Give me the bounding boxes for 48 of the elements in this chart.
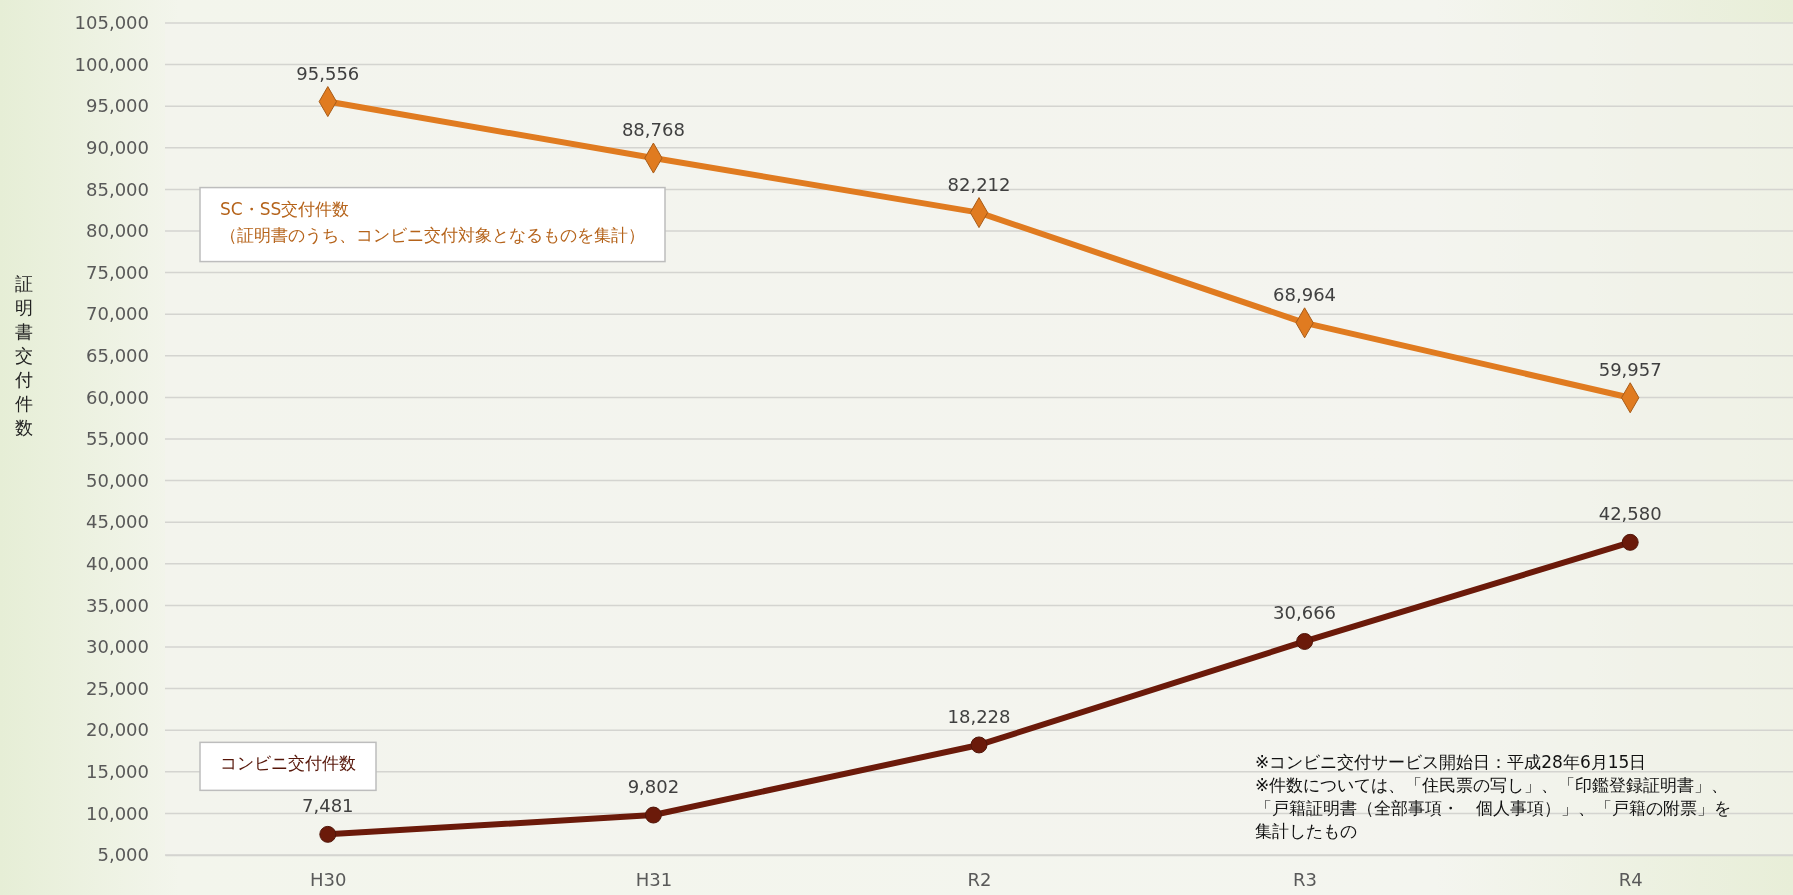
- y-tick-label: 5,000: [97, 844, 149, 866]
- annotation: ※件数については、「住民票の写し」、「印鑑登録証明書」、: [1255, 775, 1729, 795]
- data-label: 88,768: [621, 119, 685, 141]
- y-tick-label: 45,000: [86, 511, 149, 533]
- y-tick-label: 95,000: [86, 95, 149, 117]
- series-label: SC・SS交付件数（証明書のうち、コンビニ交付対象となるものを集計）: [220, 198, 645, 245]
- y-tick-label: 85,000: [86, 178, 149, 200]
- point: [644, 806, 662, 824]
- y-tick-label: 105,000: [74, 12, 149, 34]
- y-tick-label: 65,000: [86, 345, 149, 367]
- x-tick-label: H30: [310, 868, 347, 890]
- data-label: 82,212: [947, 173, 1011, 195]
- y-tick-label: 100,000: [74, 53, 149, 75]
- y-tick-label: 70,000: [86, 303, 149, 325]
- data-label: 95,556: [296, 62, 360, 84]
- text: コンビニ交付件数: [220, 753, 356, 774]
- data-label: 30,666: [1273, 602, 1337, 624]
- x-tick-label: R2: [967, 868, 992, 890]
- y-tick-label: 25,000: [86, 677, 149, 699]
- y-tick-label: 35,000: [86, 594, 149, 616]
- point: [970, 736, 988, 754]
- y-tick-label: 15,000: [86, 761, 149, 783]
- y-tick-label: 60,000: [86, 386, 149, 408]
- y-tick-label: 20,000: [86, 719, 149, 741]
- x-tick-label: R3: [1293, 868, 1318, 890]
- y-tick-label: 10,000: [86, 802, 149, 824]
- annotation: 集計したもの: [1255, 821, 1357, 841]
- point: [319, 825, 337, 843]
- y-tick-label: 75,000: [86, 261, 149, 283]
- data-label: 42,580: [1598, 503, 1662, 525]
- data-label: 68,964: [1273, 283, 1337, 305]
- data-label: 9,802: [627, 776, 680, 798]
- annotation: ※コンビニ交付サービス開始日：平成28年6月15日: [1255, 752, 1647, 772]
- annotation: 「戸籍証明書（全部事項・ 個人事項）」、「戸籍の附票」を: [1255, 798, 1731, 818]
- y-tick-label: 40,000: [86, 553, 149, 575]
- data-label: 7,481: [302, 795, 354, 817]
- data-label: 18,228: [947, 705, 1011, 727]
- point: [1621, 533, 1639, 551]
- y-tick-label: 55,000: [86, 428, 149, 450]
- y-tick-label: 90,000: [86, 137, 149, 159]
- y-tick-label: 50,000: [86, 469, 149, 491]
- point: [1296, 633, 1314, 650]
- y-tick-label: 30,000: [86, 636, 149, 658]
- y-tick-label: 80,000: [86, 220, 149, 242]
- x-tick-label: R4: [1618, 868, 1643, 890]
- x-tick-label: H31: [635, 868, 673, 890]
- y-axis-title: 証明書交付件数: [14, 273, 33, 438]
- data-label: 59,957: [1598, 358, 1662, 380]
